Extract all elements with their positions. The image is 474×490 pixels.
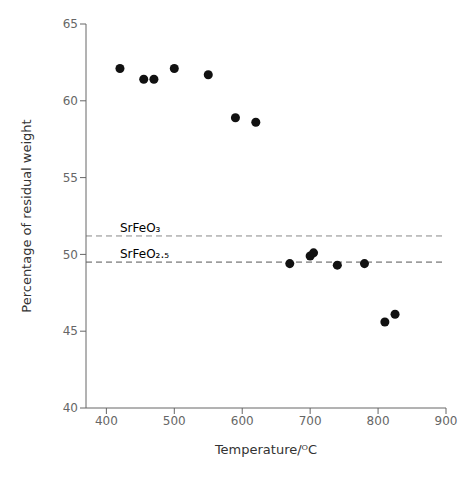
svg-text:65: 65 bbox=[63, 17, 78, 31]
svg-text:900: 900 bbox=[435, 414, 458, 428]
svg-text:500: 500 bbox=[163, 414, 186, 428]
svg-text:400: 400 bbox=[95, 414, 118, 428]
svg-text:Percentage of residual weight: Percentage of residual weight bbox=[19, 119, 34, 312]
svg-text:700: 700 bbox=[299, 414, 322, 428]
svg-text:SrFeO₂.₅: SrFeO₂.₅ bbox=[120, 247, 169, 261]
svg-text:55: 55 bbox=[63, 171, 78, 185]
svg-text:45: 45 bbox=[63, 324, 78, 338]
svg-text:40: 40 bbox=[63, 401, 78, 415]
svg-text:Temperature/ᴼC: Temperature/ᴼC bbox=[214, 442, 317, 457]
svg-text:600: 600 bbox=[231, 414, 254, 428]
svg-text:800: 800 bbox=[367, 414, 390, 428]
svg-text:SrFeO₃: SrFeO₃ bbox=[120, 221, 161, 235]
svg-text:50: 50 bbox=[63, 248, 78, 262]
svg-text:60: 60 bbox=[63, 94, 78, 108]
